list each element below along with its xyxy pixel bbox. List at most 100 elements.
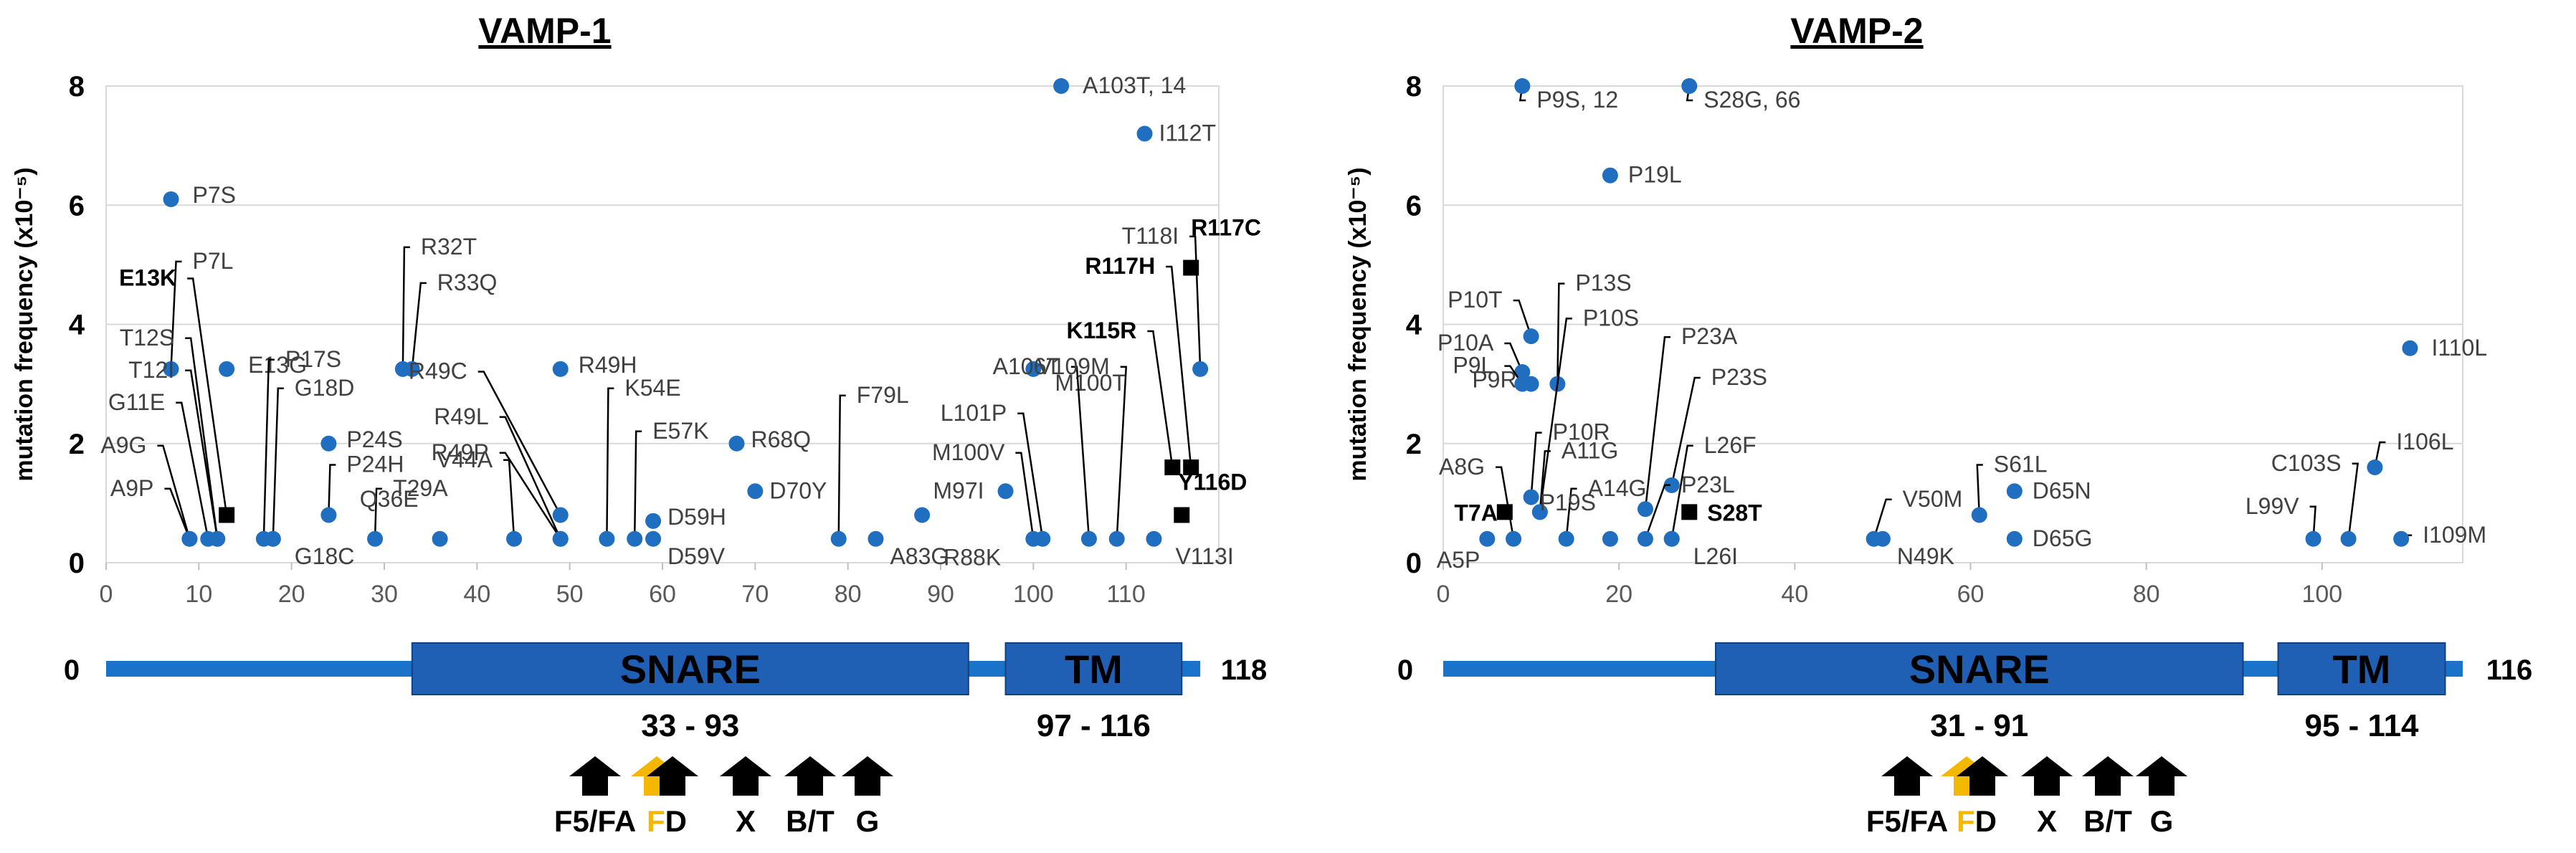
data-point xyxy=(1053,78,1070,94)
leader-line xyxy=(1873,498,1892,540)
leader-line xyxy=(606,387,614,539)
data-point xyxy=(320,435,337,452)
y-tick-label: 0 xyxy=(1406,548,1422,579)
snare-domain xyxy=(411,642,969,695)
point-label: F79L xyxy=(857,382,909,408)
point-label: R68Q xyxy=(751,426,811,452)
point-label: Q36E xyxy=(360,486,419,512)
data-point xyxy=(1479,530,1496,547)
point-label: P24S xyxy=(346,426,402,452)
data-point xyxy=(1523,328,1539,345)
data-point xyxy=(1136,125,1153,142)
data-point xyxy=(219,361,235,377)
leader-line xyxy=(1530,432,1542,497)
chart-title: VAMP-1 xyxy=(478,11,611,51)
point-label: P7L xyxy=(193,248,234,274)
leader-line xyxy=(1539,450,1551,513)
data-point xyxy=(1602,167,1618,184)
point-label: R49C xyxy=(409,358,467,384)
leader-line xyxy=(1496,466,1515,539)
data-point xyxy=(1637,501,1653,518)
leader-line xyxy=(1670,444,1693,539)
data-point-square xyxy=(1164,459,1181,475)
point-label: G18C xyxy=(295,543,355,569)
tm-range-label: 97 - 116 xyxy=(1037,708,1151,743)
point-label: P19L xyxy=(1628,162,1682,188)
point-label: T12I xyxy=(128,357,174,383)
motif-arrow-icon xyxy=(842,756,893,796)
motif-label: F5/FA xyxy=(554,804,636,838)
point-label: E57K xyxy=(652,418,708,444)
leader-line xyxy=(1017,412,1044,539)
point-label: E13G xyxy=(248,352,307,378)
leader-line xyxy=(1644,335,1670,510)
point-label: E13K xyxy=(119,265,176,291)
motif-arrow-icon xyxy=(2082,756,2134,796)
data-point xyxy=(1558,530,1574,547)
tm-domain-label: TM xyxy=(1065,647,1123,692)
point-label: T29A xyxy=(393,475,448,501)
motif-arrow-icon xyxy=(647,756,698,796)
point-label: R49P xyxy=(432,439,489,465)
point-label: P10T xyxy=(1448,287,1502,313)
point-label: P23S xyxy=(1711,364,1767,390)
data-point xyxy=(1523,376,1539,392)
protein-start-label: 0 xyxy=(1397,654,1413,686)
point-label: D65N xyxy=(2033,477,2091,503)
point-label: K54E xyxy=(624,375,680,401)
motif-label: FD xyxy=(1957,804,1997,838)
snare-range-label: 31 - 91 xyxy=(1930,708,2028,743)
x-tick-label: 100 xyxy=(1013,581,1054,608)
y-tick-label: 4 xyxy=(69,310,85,341)
point-label: D59V xyxy=(667,543,726,569)
point-label: P9L xyxy=(1453,353,1493,378)
leader-line xyxy=(1116,366,1128,539)
leader-line xyxy=(499,416,561,540)
point-label: A14G xyxy=(1588,475,1647,501)
x-tick-label: 60 xyxy=(1957,581,1985,608)
data-point xyxy=(1514,78,1531,94)
point-label: I110L xyxy=(2431,335,2487,361)
tm-domain xyxy=(1004,642,1183,695)
motif-arrow-icon xyxy=(720,756,771,796)
motif-label: G xyxy=(2150,804,2174,838)
data-point xyxy=(2340,530,2357,547)
motif-label-f: F xyxy=(1957,804,1975,838)
leader-line xyxy=(1015,452,1035,539)
motif-label: FD xyxy=(647,804,687,838)
protein-start-label: 0 xyxy=(64,654,80,686)
point-label: I112T xyxy=(1159,120,1216,146)
data-point xyxy=(997,483,1014,500)
point-label: T118I xyxy=(1122,223,1179,249)
leader-line xyxy=(1976,464,1983,515)
data-point-square xyxy=(1183,459,1199,475)
data-point xyxy=(627,530,643,547)
tm-domain-label: TM xyxy=(2333,647,2391,692)
x-tick-label: 0 xyxy=(100,581,113,608)
point-label: K115R xyxy=(1066,318,1136,343)
tm-domain xyxy=(2277,642,2446,695)
leader-line xyxy=(633,430,642,539)
data-point xyxy=(432,530,448,547)
x-tick-label: 80 xyxy=(835,581,862,608)
point-label: L99V xyxy=(2245,493,2299,519)
data-point xyxy=(552,530,569,547)
data-point xyxy=(2393,530,2410,547)
data-point xyxy=(1971,507,1987,523)
motif-label: G xyxy=(856,804,880,838)
y-tick-label: 4 xyxy=(1406,310,1422,341)
point-label: P10S xyxy=(1583,305,1639,330)
data-point-square xyxy=(1496,504,1513,520)
point-label: R117H xyxy=(1085,253,1155,279)
data-point xyxy=(1874,530,1891,547)
leader-line xyxy=(1189,235,1202,369)
data-point xyxy=(2305,530,2321,547)
data-point xyxy=(2367,459,2383,475)
leader-line xyxy=(1513,299,1532,337)
chart-title: VAMP-2 xyxy=(1790,11,1923,51)
point-label: V50M xyxy=(1903,486,1963,512)
leader-line xyxy=(262,358,275,539)
motif-label-d: D xyxy=(665,804,687,838)
leader-line xyxy=(2309,505,2316,539)
